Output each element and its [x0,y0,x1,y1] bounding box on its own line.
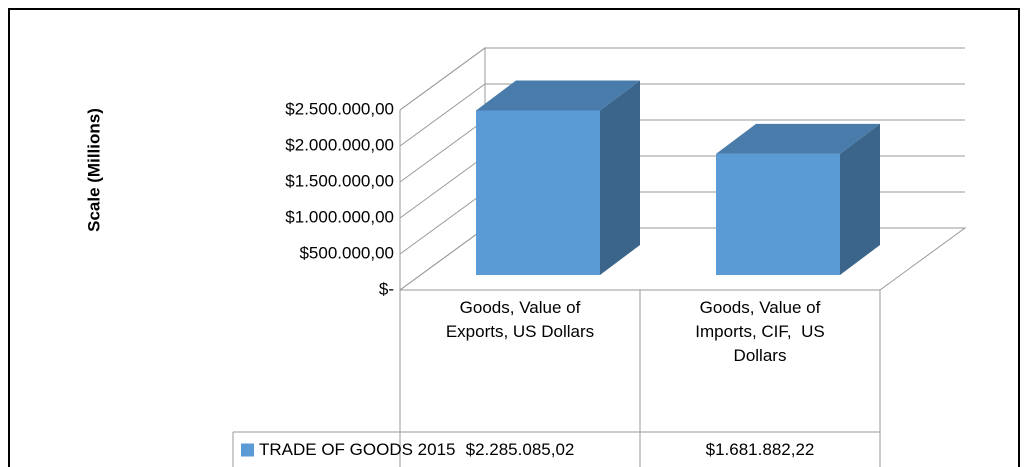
legend-label: TRADE OF GOODS 2015 [259,440,456,459]
y-tick-label: $1.000.000,00 [285,207,394,226]
bar-side [600,80,640,275]
y-tick-label: $2.000.000,00 [285,135,394,154]
bar-top [716,123,880,154]
grid-line [399,83,965,147]
category-cell: Goods, Value of Imports, CIF, US Dollars [695,298,830,365]
y-axis-title: Scale (Millions) [84,108,103,232]
y-tick-label: $2.500.000,00 [285,99,394,118]
grid-line [399,47,965,111]
bar-front [716,153,840,275]
y-tick-label: $500.000,00 [299,243,394,262]
category-label: Goods, Value of Exports, US Dollars [445,298,595,341]
value-label: $2.285.085,02 [466,440,575,459]
category-cell: Goods, Value of Exports, US Dollars [445,298,595,341]
bar-top [476,80,640,111]
y-tick-label: $1.500.000,00 [285,171,394,190]
category-label: Goods, Value of Imports, CIF, US Dollars [695,298,830,365]
bar-front [476,110,600,275]
value-label: $1.681.882,22 [706,440,815,459]
legend-swatch [241,443,254,457]
bar-side [840,123,880,275]
y-tick-label: $- [379,279,394,298]
